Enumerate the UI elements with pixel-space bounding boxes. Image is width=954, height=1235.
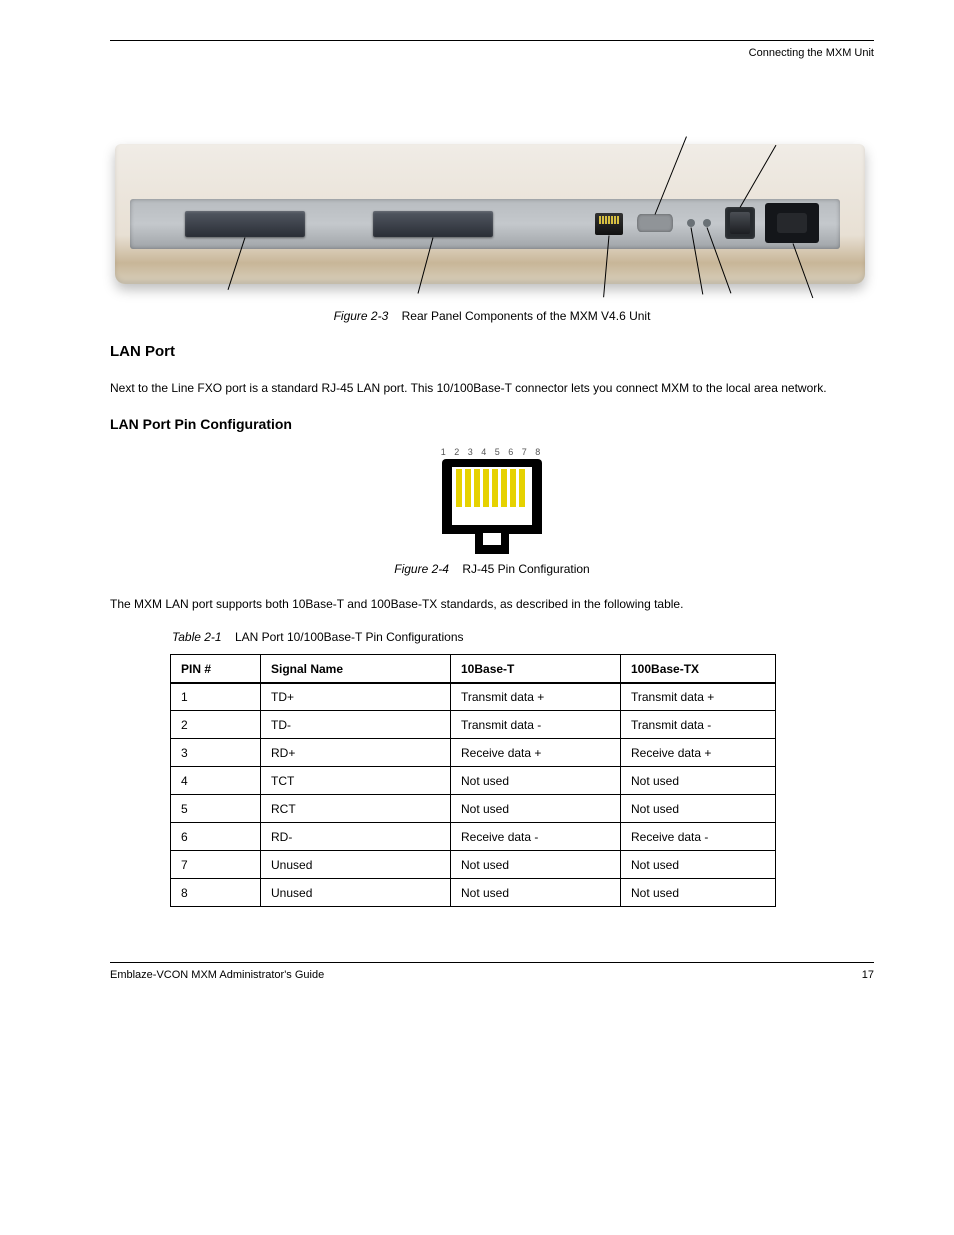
table-label: Table 2-1: [172, 630, 222, 644]
cell: TD+: [261, 683, 451, 711]
pin-config-table: PIN # Signal Name 10Base-T 100Base-TX 1 …: [170, 654, 776, 907]
lan-port-paragraph: Next to the Line FXO port is a standard …: [110, 380, 874, 396]
table-body: 1 TD+ Transmit data + Transmit data + 2 …: [171, 683, 776, 907]
figure-caption: Figure 2-3 Rear Panel Components of the …: [110, 309, 874, 323]
table-row: 3 RD+ Receive data + Receive data +: [171, 739, 776, 767]
cell: 2: [171, 711, 261, 739]
rj45-figure-caption: Figure 2-4 RJ-45 Pin Configuration: [110, 562, 874, 576]
table-header-row: PIN # Signal Name 10Base-T 100Base-TX: [171, 655, 776, 683]
figure-caption-text: Rear Panel Components of the MXM V4.6 Un…: [402, 309, 651, 323]
cell: TCT: [261, 767, 451, 795]
figure-label: Figure 2-3: [334, 309, 389, 323]
rj45-pins: [456, 469, 528, 507]
col-header-signal: Signal Name: [261, 655, 451, 683]
table-row: 2 TD- Transmit data - Transmit data -: [171, 711, 776, 739]
cell: Not used: [621, 767, 776, 795]
sw-switch-icon: [687, 219, 695, 227]
cell: 1: [171, 683, 261, 711]
cell: Not used: [621, 851, 776, 879]
cell: 5: [171, 795, 261, 823]
cell: RD+: [261, 739, 451, 767]
footer-page-number: 17: [862, 969, 874, 981]
cell: Transmit data +: [621, 683, 776, 711]
cell: 6: [171, 823, 261, 851]
cell: Receive data +: [451, 739, 621, 767]
cell: Transmit data -: [451, 711, 621, 739]
rear-panel-figure: [110, 119, 874, 299]
rs232-port-icon: [637, 214, 673, 232]
cell: RCT: [261, 795, 451, 823]
power-inlet-icon: [765, 203, 819, 243]
col-header-100base: 100Base-TX: [621, 655, 776, 683]
cell: TD-: [261, 711, 451, 739]
reset-button-icon: [703, 219, 711, 227]
cell: 7: [171, 851, 261, 879]
cell: 3: [171, 739, 261, 767]
cell: Receive data -: [621, 823, 776, 851]
page-header: Connecting the MXM Unit: [110, 47, 874, 59]
table-row: 1 TD+ Transmit data + Transmit data +: [171, 683, 776, 711]
page-footer: Emblaze-VCON MXM Administrator's Guide 1…: [110, 962, 874, 981]
cell: Not used: [451, 879, 621, 907]
table-row: 8 Unused Not used Not used: [171, 879, 776, 907]
table-row: 6 RD- Receive data - Receive data -: [171, 823, 776, 851]
rj45-pin-numbers: 1 2 3 4 5 6 7 8: [437, 447, 547, 457]
cell: Not used: [621, 879, 776, 907]
cell: Unused: [261, 851, 451, 879]
rj45-figure-label: Figure 2-4: [394, 562, 449, 576]
cell: Not used: [621, 795, 776, 823]
cell: Receive data +: [621, 739, 776, 767]
page: Connecting the MXM Unit Figure 2-3: [0, 0, 954, 1011]
table-title-text: LAN Port 10/100Base-T Pin Configurations: [235, 630, 464, 644]
pin-config-paragraph: The MXM LAN port supports both 10Base-T …: [110, 596, 874, 612]
table-row: 5 RCT Not used Not used: [171, 795, 776, 823]
rj45-tab: [475, 533, 509, 554]
rj45-diagram: 1 2 3 4 5 6 7 8: [437, 447, 547, 554]
line-fxo-port: [373, 211, 493, 237]
col-header-pin: PIN #: [171, 655, 261, 683]
cell: Not used: [451, 795, 621, 823]
phone-fxs-port: [185, 211, 305, 237]
lan-port-icon: [595, 213, 623, 235]
table-row: 4 TCT Not used Not used: [171, 767, 776, 795]
header-rule: [110, 40, 874, 41]
pin-config-heading: LAN Port Pin Configuration: [110, 416, 874, 432]
footer-left: Emblaze-VCON MXM Administrator's Guide: [110, 969, 324, 981]
cell: Transmit data -: [621, 711, 776, 739]
cell: Not used: [451, 767, 621, 795]
cell: 8: [171, 879, 261, 907]
cell: Unused: [261, 879, 451, 907]
cell: 4: [171, 767, 261, 795]
cell: RD-: [261, 823, 451, 851]
cell: Receive data -: [451, 823, 621, 851]
rj45-figure-caption-text: RJ-45 Pin Configuration: [462, 562, 589, 576]
device-illustration: [105, 119, 875, 299]
power-switch-icon: [725, 207, 755, 239]
table-row: 7 Unused Not used Not used: [171, 851, 776, 879]
cell: Transmit data +: [451, 683, 621, 711]
cell: Not used: [451, 851, 621, 879]
col-header-10base: 10Base-T: [451, 655, 621, 683]
lan-port-heading: LAN Port: [110, 343, 874, 360]
table-title: Table 2-1 LAN Port 10/100Base-T Pin Conf…: [172, 630, 874, 644]
